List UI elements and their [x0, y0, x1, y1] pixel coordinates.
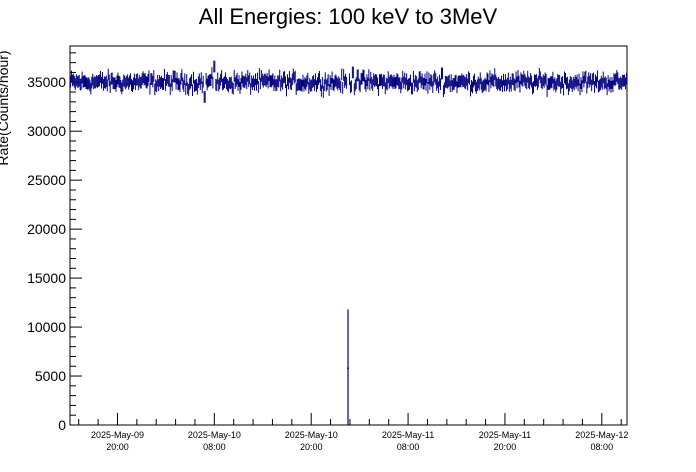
- x-tick-label-date: 2025-May-10: [285, 430, 338, 440]
- y-tick-label: 25000: [27, 172, 66, 188]
- x-tick-label-date: 2025-May-09: [91, 430, 144, 440]
- x-tick-label-date: 2025-May-10: [188, 430, 241, 440]
- x-tick-label-time: 20:00: [106, 442, 129, 452]
- y-tick-label: 0: [58, 417, 66, 433]
- x-tick-label-time: 08:00: [591, 442, 614, 452]
- y-tick-label: 5000: [35, 368, 66, 384]
- x-tick-label-time: 08:00: [397, 442, 420, 452]
- x-tick-label-time: 20:00: [300, 442, 323, 452]
- x-tick-label-date: 2025-May-12: [575, 430, 628, 440]
- y-tick-label: 15000: [27, 270, 66, 286]
- y-tick-label: 35000: [27, 74, 66, 90]
- y-tick-label: 10000: [27, 319, 66, 335]
- y-axis: 0 5000 10000 15000 20000 25000 30000 35000: [27, 52, 82, 433]
- x-tick-label-date: 2025-May-11: [382, 430, 434, 440]
- x-tick-label-date: 2025-May-11: [479, 430, 531, 440]
- x-tick-label-time: 08:00: [203, 442, 226, 452]
- chart-title: All Energies: 100 keV to 3MeV: [198, 4, 498, 29]
- y-axis-label: Rate(Counts/hour): [0, 50, 11, 165]
- y-tick-label: 30000: [27, 123, 66, 139]
- x-axis: 2025-May-09 20:00 2025-May-10 08:00 2025-May…: [78, 413, 628, 452]
- data-series: [69, 60, 628, 425]
- x-tick-label-time: 20:00: [494, 442, 517, 452]
- y-tick-label: 20000: [27, 221, 66, 237]
